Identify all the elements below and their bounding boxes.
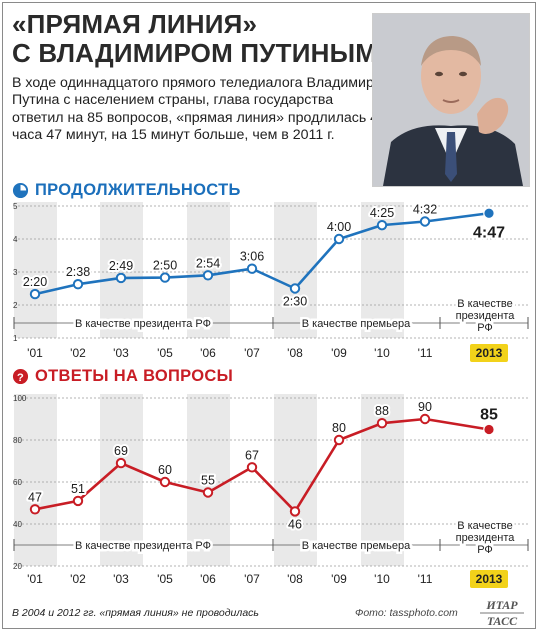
portrait-illustration xyxy=(373,14,529,186)
title-line-2: С ВЛАДИМИРОМ ПУТИНЫМ xyxy=(12,38,378,68)
infographic-frame xyxy=(2,2,536,629)
duration-heading: ПРОДОЛЖИТЕЛЬНОСТЬ xyxy=(12,181,241,200)
questions-heading-label: ОТВЕТЫ НА ВОПРОСЫ xyxy=(35,367,234,385)
portrait-photo xyxy=(372,13,530,187)
logo-line-2: ТАСС xyxy=(487,614,518,628)
question-icon: ? xyxy=(12,368,29,385)
svg-text:?: ? xyxy=(17,372,24,384)
footnote: В 2004 и 2012 гг. «прямая линия» не пров… xyxy=(12,607,259,619)
questions-heading: ? ОТВЕТЫ НА ВОПРОСЫ xyxy=(12,367,233,386)
photo-credit: Фото: tassphoto.com xyxy=(355,607,458,619)
duration-heading-label: ПРОДОЛЖИТЕЛЬНОСТЬ xyxy=(35,181,241,199)
lead-paragraph: В ходе одиннадцатого прямого теледиалога… xyxy=(12,75,382,144)
logo-line-1: ИТАР xyxy=(485,598,518,612)
itar-tass-logo: ИТАР ТАСС xyxy=(480,598,524,628)
page-title: «ПРЯМАЯ ЛИНИЯ» С ВЛАДИМИРОМ ПУТИНЫМ xyxy=(12,10,377,68)
title-line-1: «ПРЯМАЯ ЛИНИЯ» xyxy=(12,9,258,39)
clock-icon xyxy=(12,182,29,199)
